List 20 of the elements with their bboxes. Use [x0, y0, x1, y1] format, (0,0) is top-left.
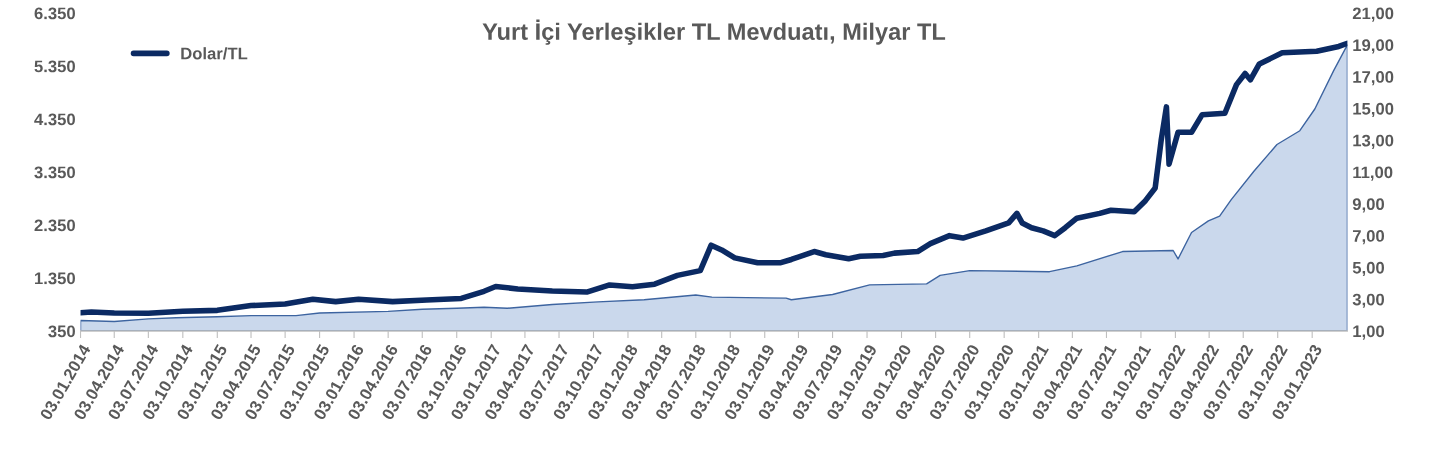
y2-tick-label: 1,00 [1353, 325, 1385, 340]
y2-tick-label: 21,00 [1352, 7, 1394, 22]
y2-tick-label: 13,00 [1353, 134, 1394, 149]
y2-tick-label: 11,00 [1353, 166, 1393, 181]
y-tick-label: 2.350 [34, 219, 75, 232]
y2-tick-label: 15,00 [1353, 102, 1394, 118]
chart-title: Yurt İçi Yerleşikler TL Mevduatı, Milyar TL [482, 19, 946, 45]
y-tick-label: 5.350 [34, 60, 75, 73]
y2-tick-label: 5,00 [1352, 261, 1385, 277]
y2-tick-label: 17,00 [1353, 71, 1394, 86]
legend-label: Dolar/TL [181, 47, 248, 60]
y2-tick-label: 9,00 [1352, 198, 1385, 213]
y-tick-label: 3.350 [34, 166, 75, 179]
y-tick-label: 350 [48, 325, 75, 338]
y2-tick-label: 7,00 [1352, 230, 1385, 245]
y-tick-label: 1.350 [35, 272, 75, 285]
y-tick-label: 6.350 [34, 7, 75, 20]
y2-tick-label: 19,00 [1353, 39, 1394, 54]
y-tick-label: 4.350 [34, 113, 75, 126]
y2-tick-label: 3,00 [1352, 293, 1385, 308]
